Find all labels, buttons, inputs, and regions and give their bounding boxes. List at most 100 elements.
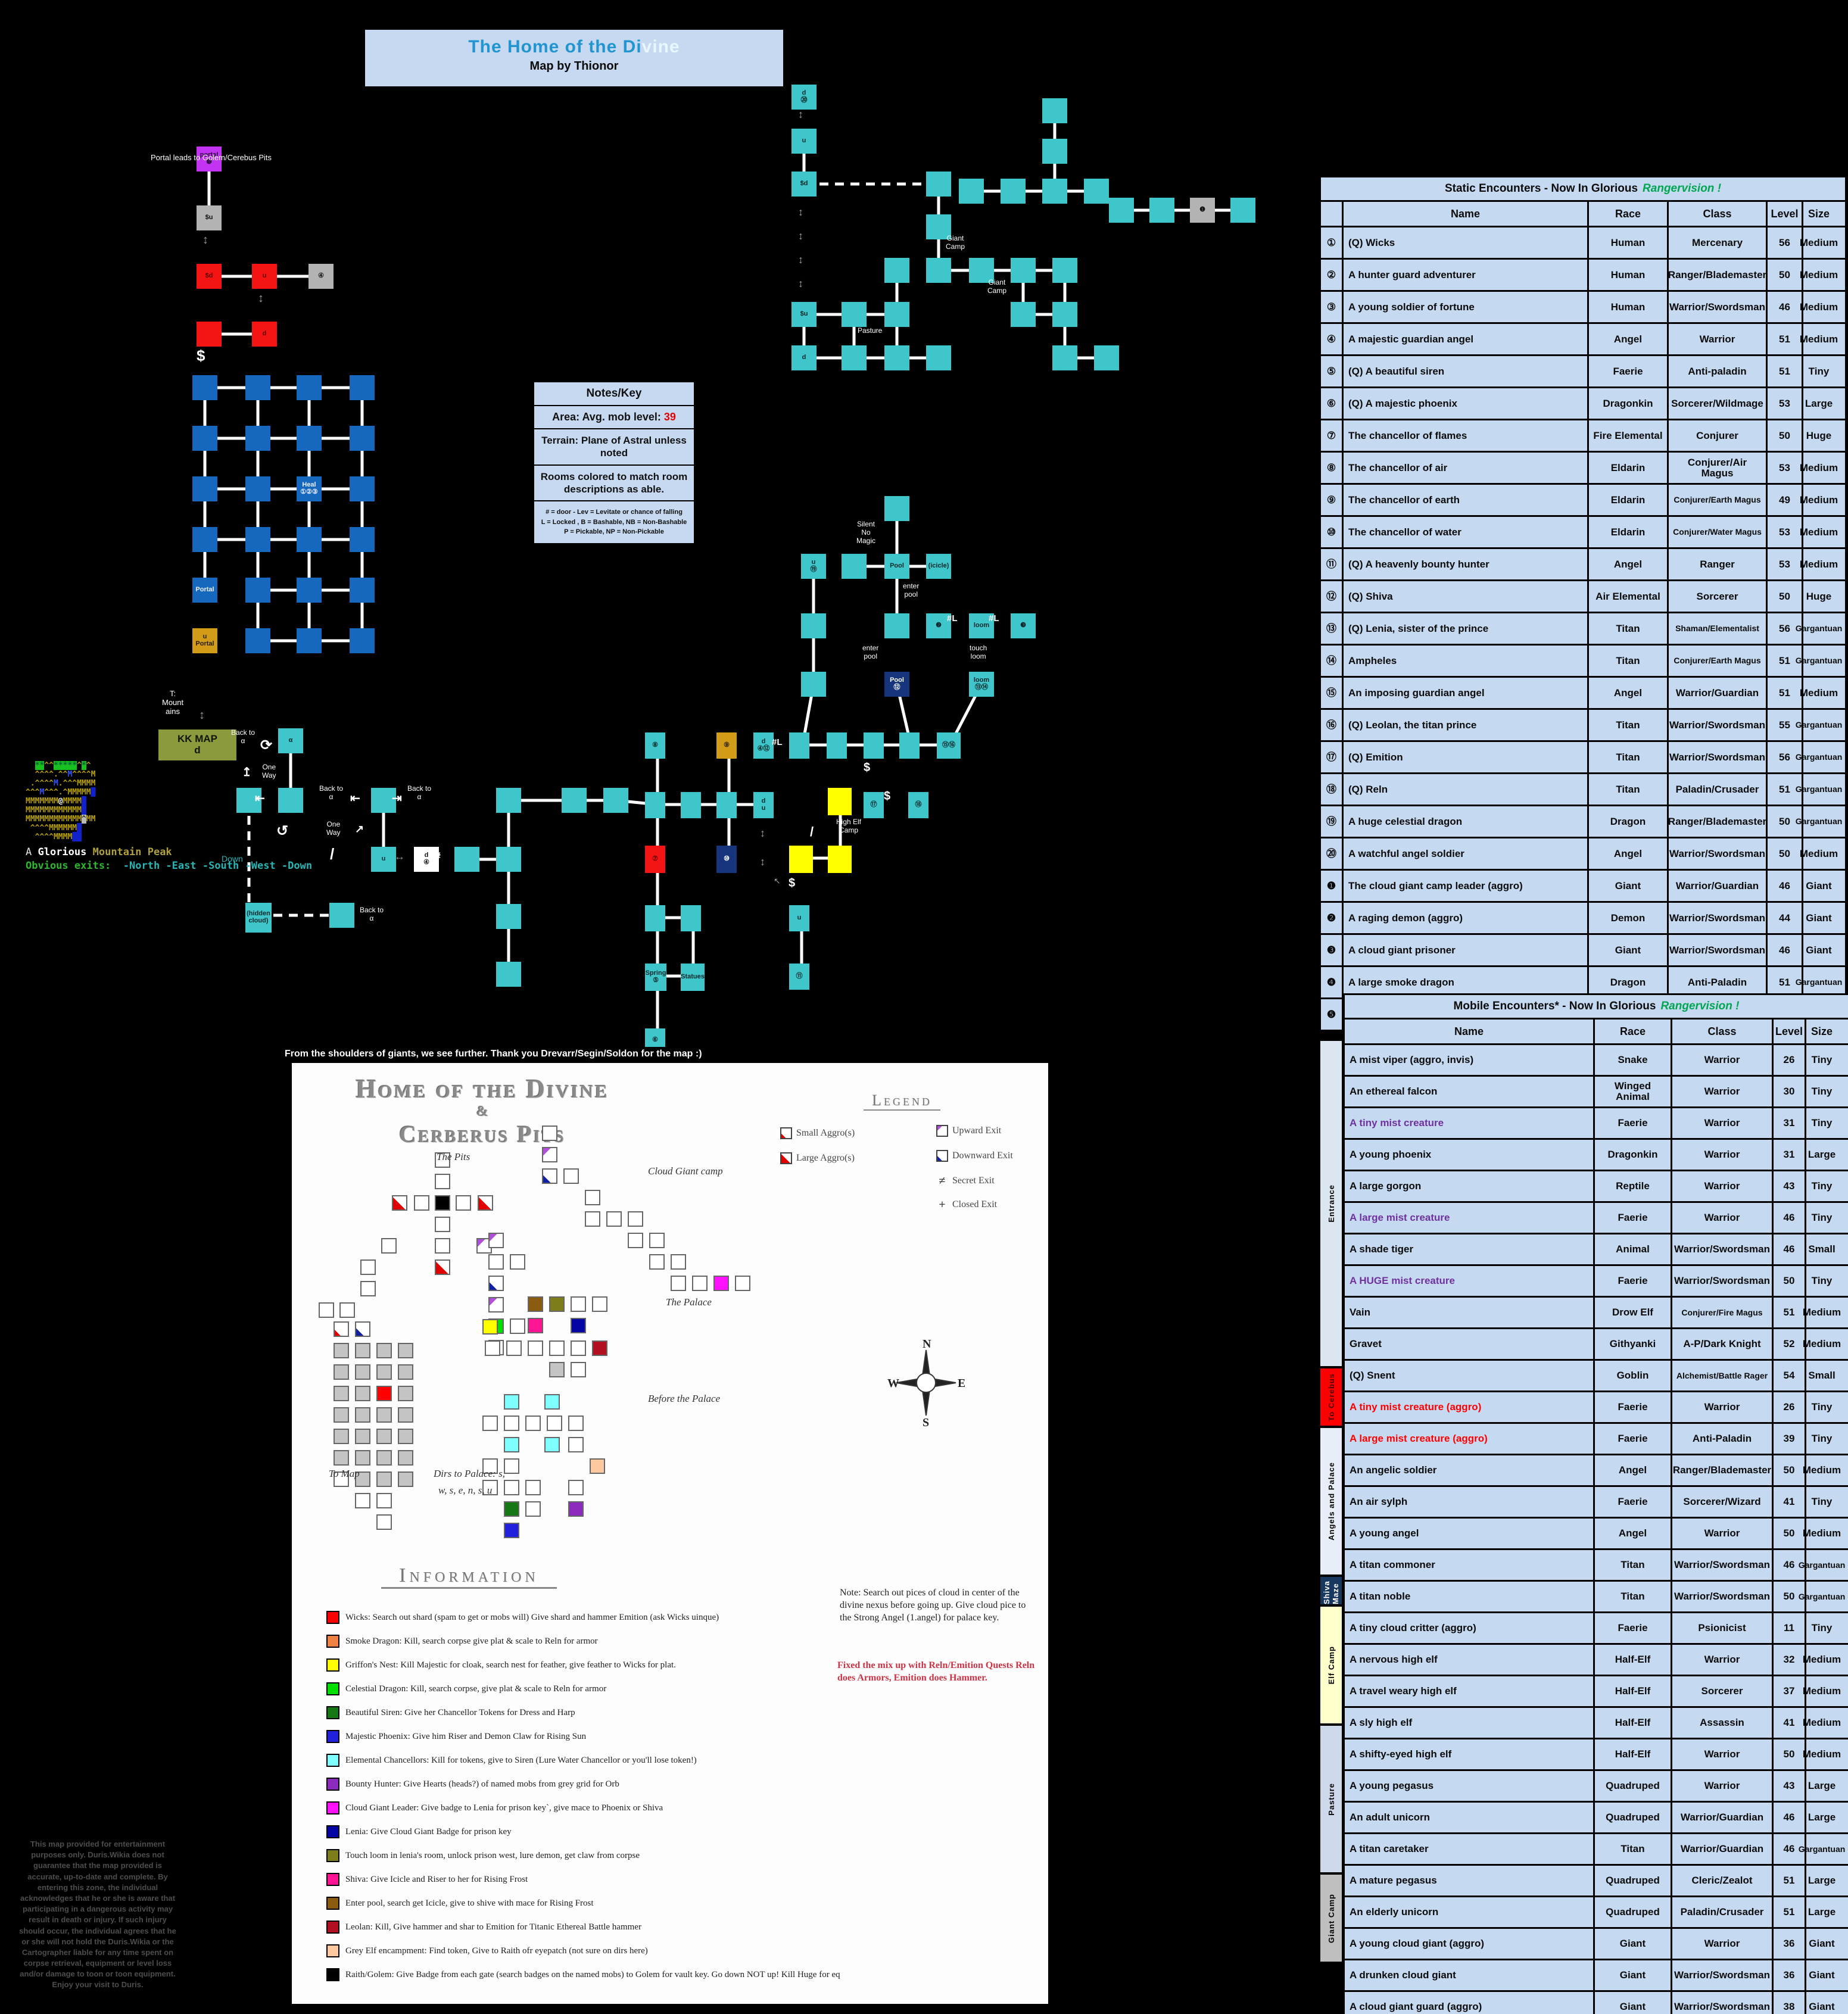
sketch-room <box>435 1152 450 1168</box>
map-room: u Portal <box>192 628 217 653</box>
svg-text:S: S <box>923 1416 929 1427</box>
table-cell: 41 <box>1774 1487 1806 1517</box>
sketch-room <box>542 1168 557 1184</box>
table-cell: Warrior/Swordsman <box>1669 710 1768 740</box>
sidebar-group: Entrance <box>1319 1040 1343 1367</box>
ascii-line: ^^^^.^^M^^^^M <box>26 770 96 779</box>
table-cell: A hunter guard adventurer <box>1344 260 1589 290</box>
sketch-room <box>544 1394 560 1410</box>
sketch-room <box>628 1233 643 1248</box>
map-room <box>899 732 920 759</box>
information-entry: Celestial Dragon: Kill, search corpse, g… <box>326 1682 606 1695</box>
sketch-room <box>547 1416 562 1431</box>
table-cell: An elderly unicorn <box>1345 1897 1595 1927</box>
map-room <box>454 847 479 872</box>
map-annotation: #L <box>772 737 783 747</box>
sketch-room <box>482 1480 498 1495</box>
sketch-room <box>398 1471 413 1487</box>
information-color-swatch <box>326 1897 339 1910</box>
map-room <box>350 375 375 400</box>
table-cell: 50 <box>1774 1739 1806 1769</box>
table-cell: ❺ <box>1321 999 1344 1030</box>
ascii-caption-line: A Glorious Mountain Peak <box>26 846 172 858</box>
map-room: Heal ①②③ <box>297 476 322 501</box>
table-cell: A young cloud giant (aggro) <box>1345 1929 1595 1959</box>
table-cell: 11 <box>1774 1613 1806 1643</box>
sidebar-group-label: Elf Camp <box>1326 1645 1336 1685</box>
map-room: ⑩ <box>716 846 737 873</box>
sketch-room <box>585 1190 600 1205</box>
map-room: Statues <box>681 964 705 991</box>
table-row: A shifty-eyed high elf Half-Elf Warrior 50 M… <box>1345 1739 1848 1771</box>
lr-exit-icon <box>780 1152 792 1164</box>
sketch-room <box>528 1340 543 1356</box>
sketch-room <box>355 1321 370 1337</box>
map-annotation: ↕ <box>199 709 205 722</box>
table-cell: Quadruped <box>1595 1897 1672 1927</box>
sketch-room <box>735 1276 750 1291</box>
map-room <box>884 345 909 370</box>
sketch-room <box>355 1343 370 1358</box>
sketch-room <box>376 1471 392 1487</box>
table-cell: A young pegasus <box>1345 1771 1595 1801</box>
table-cell: Large <box>1808 1812 1836 1823</box>
table-cell: Gargantuan <box>1795 816 1843 827</box>
table-cell: 50 <box>1768 806 1803 837</box>
table-cell: Angel <box>1589 549 1669 579</box>
map-annotation: #L <box>947 613 958 623</box>
table-cell: Warrior <box>1672 1739 1774 1769</box>
table-cell: 51 <box>1768 967 1803 997</box>
table-cell: Warrior <box>1669 324 1768 354</box>
table-cell: 51 <box>1768 356 1803 386</box>
table-cell: 51 <box>1768 324 1803 354</box>
sketch-room <box>334 1343 349 1358</box>
key-line: L = Locked , B = Bashable, NB = Non-Bash… <box>541 518 687 526</box>
table-cell: Warrior <box>1672 1140 1774 1170</box>
page-title: The Home of the Divine <box>468 37 680 57</box>
table-cell: Dragon <box>1589 967 1669 997</box>
ascii-line: .^^^^M.^^^MMMM <box>26 779 96 788</box>
ascii-caption-line: Obvious exits: -North -East -South -West… <box>26 860 313 872</box>
map-annotation: Giant Camp <box>987 278 1007 295</box>
map-room <box>192 426 217 451</box>
table-cell: Large <box>1808 1780 1836 1792</box>
map-room <box>789 846 813 873</box>
sketch-room <box>355 1407 370 1423</box>
table-cell: A tiny mist creature <box>1345 1108 1595 1138</box>
table-cell: Tiny <box>1811 1212 1833 1224</box>
information-entry: Lenia: Give Cloud Giant Badge for prison… <box>326 1825 512 1838</box>
map-annotation: $ <box>884 790 891 803</box>
table-cell: Warrior <box>1672 1077 1774 1106</box>
legend-label: Large Aggro(s) <box>796 1153 855 1163</box>
table-cell: Dragon <box>1589 806 1669 837</box>
table-cell: ⑤ <box>1321 356 1344 386</box>
map-room <box>1149 198 1174 223</box>
sketch-room <box>435 1174 450 1189</box>
table-cell: (Q) Emition <box>1344 742 1589 772</box>
table-cell: Faerie <box>1595 1203 1672 1233</box>
ascii-line: MMMMMMMMMMMM^MM <box>26 815 96 824</box>
sketch-room <box>334 1407 349 1423</box>
table-cell: Gargantuan <box>1795 623 1843 634</box>
information-color-swatch <box>326 1635 339 1648</box>
column-header: Race <box>1595 1020 1672 1043</box>
map-room: u <box>252 264 277 289</box>
table-cell: A majestic guardian angel <box>1344 324 1589 354</box>
map-room <box>350 578 375 603</box>
table-row: A travel weary high elf Half-Elf Sorcerer 3… <box>1345 1676 1848 1708</box>
map-room <box>245 476 270 501</box>
map-room: ④ <box>308 264 334 289</box>
sketch-room <box>568 1416 584 1431</box>
legend-item: Large Aggro(s) <box>780 1152 855 1164</box>
table-row: ⑥ (Q) A majestic phoenix Dragonkin Sorcerer… <box>1321 388 1845 420</box>
table-cell: Warrior <box>1672 1045 1774 1075</box>
table-cell: The cloud giant camp leader (aggro) <box>1344 871 1589 901</box>
table-cell: Warrior/Guardian <box>1669 678 1768 708</box>
table-cell: Gargantuan <box>1795 784 1843 794</box>
map-annotation: enter pool <box>862 644 879 660</box>
sketch-room <box>568 1480 584 1495</box>
information-text: Griffon's Nest: Kill Majestic for cloak,… <box>345 1660 676 1670</box>
map-annotation: #L <box>989 613 999 623</box>
legend-item: Upward Exit <box>936 1125 1001 1137</box>
